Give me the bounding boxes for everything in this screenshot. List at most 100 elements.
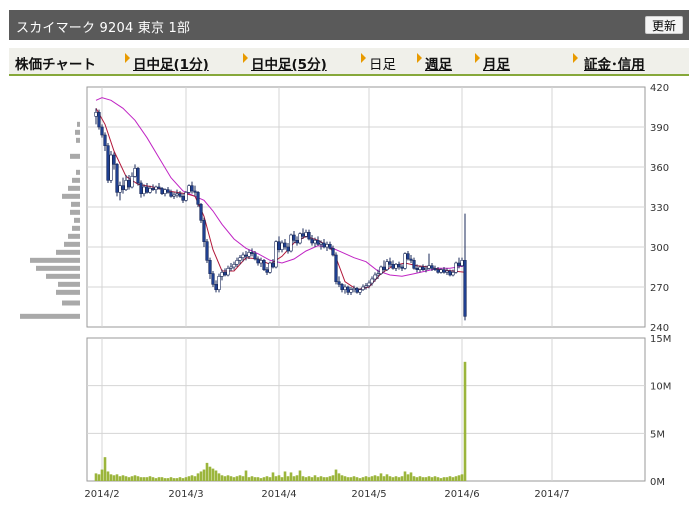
candle-body xyxy=(433,268,437,270)
nav-intraday-1min[interactable]: 日中足(1分) xyxy=(133,57,209,73)
volume-bar xyxy=(313,475,317,481)
volume-bar xyxy=(142,477,146,481)
volume-bar xyxy=(319,476,323,481)
candle-body xyxy=(346,286,350,293)
volume-bar xyxy=(403,471,407,481)
candle-body xyxy=(394,264,398,269)
candle-body xyxy=(121,185,125,190)
candle-body xyxy=(94,112,98,117)
volume-bar xyxy=(220,475,224,481)
candle-body xyxy=(376,273,380,276)
arrow-right-icon xyxy=(475,53,480,63)
volume-bar xyxy=(334,469,338,481)
candle-body xyxy=(232,264,236,268)
volume-bar xyxy=(223,476,227,481)
volume-profile-bar xyxy=(62,300,80,306)
candle-body xyxy=(103,134,107,146)
volume-bar xyxy=(412,476,416,481)
candle-body xyxy=(373,274,377,280)
volume-bar xyxy=(247,477,251,481)
volume-bar xyxy=(268,477,272,481)
candle-body xyxy=(133,168,137,177)
volume-bar xyxy=(139,477,143,481)
candle-body xyxy=(409,258,413,261)
volume-bar xyxy=(382,476,386,481)
volume-bar xyxy=(184,477,188,481)
candle-body xyxy=(427,265,431,269)
volume-bar xyxy=(136,476,140,481)
candle-body xyxy=(337,281,341,285)
candle-body xyxy=(349,289,353,293)
price-tick-label: 390 xyxy=(650,123,669,134)
volume-bar xyxy=(331,475,335,481)
candle-body xyxy=(328,244,332,249)
candle-body xyxy=(271,262,275,268)
candle-body xyxy=(193,190,197,193)
volume-bar xyxy=(163,478,167,481)
candle-body xyxy=(274,241,278,268)
volume-bar xyxy=(187,476,191,481)
volume-bar xyxy=(265,476,269,481)
chart-nav: 株価チャート 日中足(1分) 日中足(5分) 日足 週足 月足 証金･信用 xyxy=(9,48,689,76)
nav-margin-credit[interactable]: 証金･信用 xyxy=(584,57,645,73)
volume-bar xyxy=(427,476,431,481)
candle-body xyxy=(421,266,425,270)
volume-bar xyxy=(250,476,254,481)
candle-body xyxy=(139,182,143,194)
candle-body xyxy=(322,242,326,248)
volume-bar xyxy=(364,476,368,481)
price-tick-label: 300 xyxy=(650,243,669,254)
volume-bar xyxy=(238,475,242,481)
candle-body xyxy=(259,260,263,264)
nav-intraday-5min[interactable]: 日中足(5分) xyxy=(251,57,327,73)
volume-profile-bar xyxy=(68,185,80,191)
candle-body xyxy=(415,268,419,270)
page-title: スカイマーク 9204 東京 1部 xyxy=(16,21,191,36)
candle-body xyxy=(406,253,410,260)
candle-body xyxy=(403,253,407,269)
candle-body xyxy=(358,289,362,293)
volume-bar xyxy=(400,476,404,481)
candle-body xyxy=(340,284,344,290)
volume-bar xyxy=(325,477,329,481)
candle-body xyxy=(208,260,212,274)
candle-body xyxy=(112,154,116,165)
volume-bar xyxy=(298,470,302,481)
volume-bar xyxy=(280,477,284,481)
volume-bar xyxy=(358,478,362,481)
arrow-right-icon xyxy=(125,53,130,63)
candle-body xyxy=(100,126,104,136)
candle-body xyxy=(367,282,371,286)
refresh-button[interactable]: 更新 xyxy=(644,16,683,34)
title-bar: スカイマーク 9204 東京 1部 更新 xyxy=(9,10,689,40)
candle-body xyxy=(310,238,314,244)
candle-body xyxy=(118,185,122,193)
volume-bar xyxy=(217,473,221,481)
nav-weekly[interactable]: 週足 xyxy=(425,57,452,73)
candle-body xyxy=(286,246,290,252)
volume-bar xyxy=(211,468,215,481)
volume-bar xyxy=(310,477,314,481)
nav-monthly[interactable]: 月足 xyxy=(483,57,510,73)
candle-body xyxy=(436,269,440,273)
candle-body xyxy=(223,272,227,276)
candle-body xyxy=(325,244,329,248)
volume-bar xyxy=(166,478,170,481)
candle-body xyxy=(199,204,203,221)
volume-bar xyxy=(202,469,206,481)
candle-body xyxy=(301,233,305,237)
volume-bar xyxy=(115,474,119,481)
candle-body xyxy=(109,154,113,181)
volume-bar xyxy=(292,476,296,481)
volume-bar xyxy=(343,476,347,481)
volume-bar xyxy=(448,476,452,481)
candle-body xyxy=(277,241,281,250)
volume-bar xyxy=(109,474,113,481)
volume-bar xyxy=(424,477,428,481)
candle-body xyxy=(445,270,449,273)
arrow-right-icon xyxy=(361,53,366,63)
volume-bar xyxy=(421,477,425,481)
volume-bar xyxy=(370,476,374,481)
volume-tick-label: 5M xyxy=(650,429,665,440)
candle-body xyxy=(454,262,458,273)
